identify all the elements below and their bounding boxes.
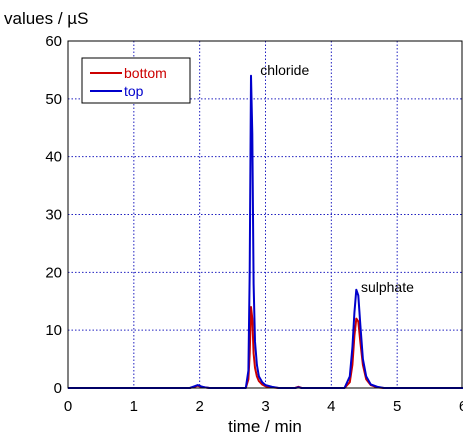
legend-label-bottom: bottom	[124, 65, 167, 81]
legend: bottom top	[81, 57, 191, 104]
y-tick-label: 10	[45, 322, 62, 339]
y-tick-label: 0	[54, 380, 62, 397]
y-tick-label: 30	[45, 207, 62, 224]
annotation-chloride: chloride	[260, 62, 309, 78]
annotation-sulphate: sulphate	[361, 279, 414, 295]
y-axis-label: values / µS	[4, 9, 88, 28]
y-tick-label: 60	[45, 33, 62, 50]
x-tick-label: 2	[195, 398, 203, 415]
legend-box	[81, 57, 191, 104]
axis-ticks: 01234560102030405060	[45, 33, 463, 415]
annotations: chloride sulphate	[260, 62, 414, 295]
plot-area-frame	[67, 40, 463, 389]
x-tick-label: 0	[64, 398, 72, 415]
x-tick-label: 4	[327, 398, 335, 415]
legend-label-top: top	[124, 83, 144, 99]
y-tick-label: 50	[45, 91, 62, 108]
x-tick-label: 5	[393, 398, 401, 415]
x-tick-label: 1	[130, 398, 138, 415]
y-tick-label: 40	[45, 149, 62, 166]
x-tick-label: 3	[261, 398, 269, 415]
x-tick-label: 6	[459, 398, 463, 415]
y-tick-label: 20	[45, 264, 62, 281]
grid	[68, 41, 463, 388]
x-axis-label: time / min	[228, 417, 302, 436]
series-line-bottom	[68, 306, 463, 389]
